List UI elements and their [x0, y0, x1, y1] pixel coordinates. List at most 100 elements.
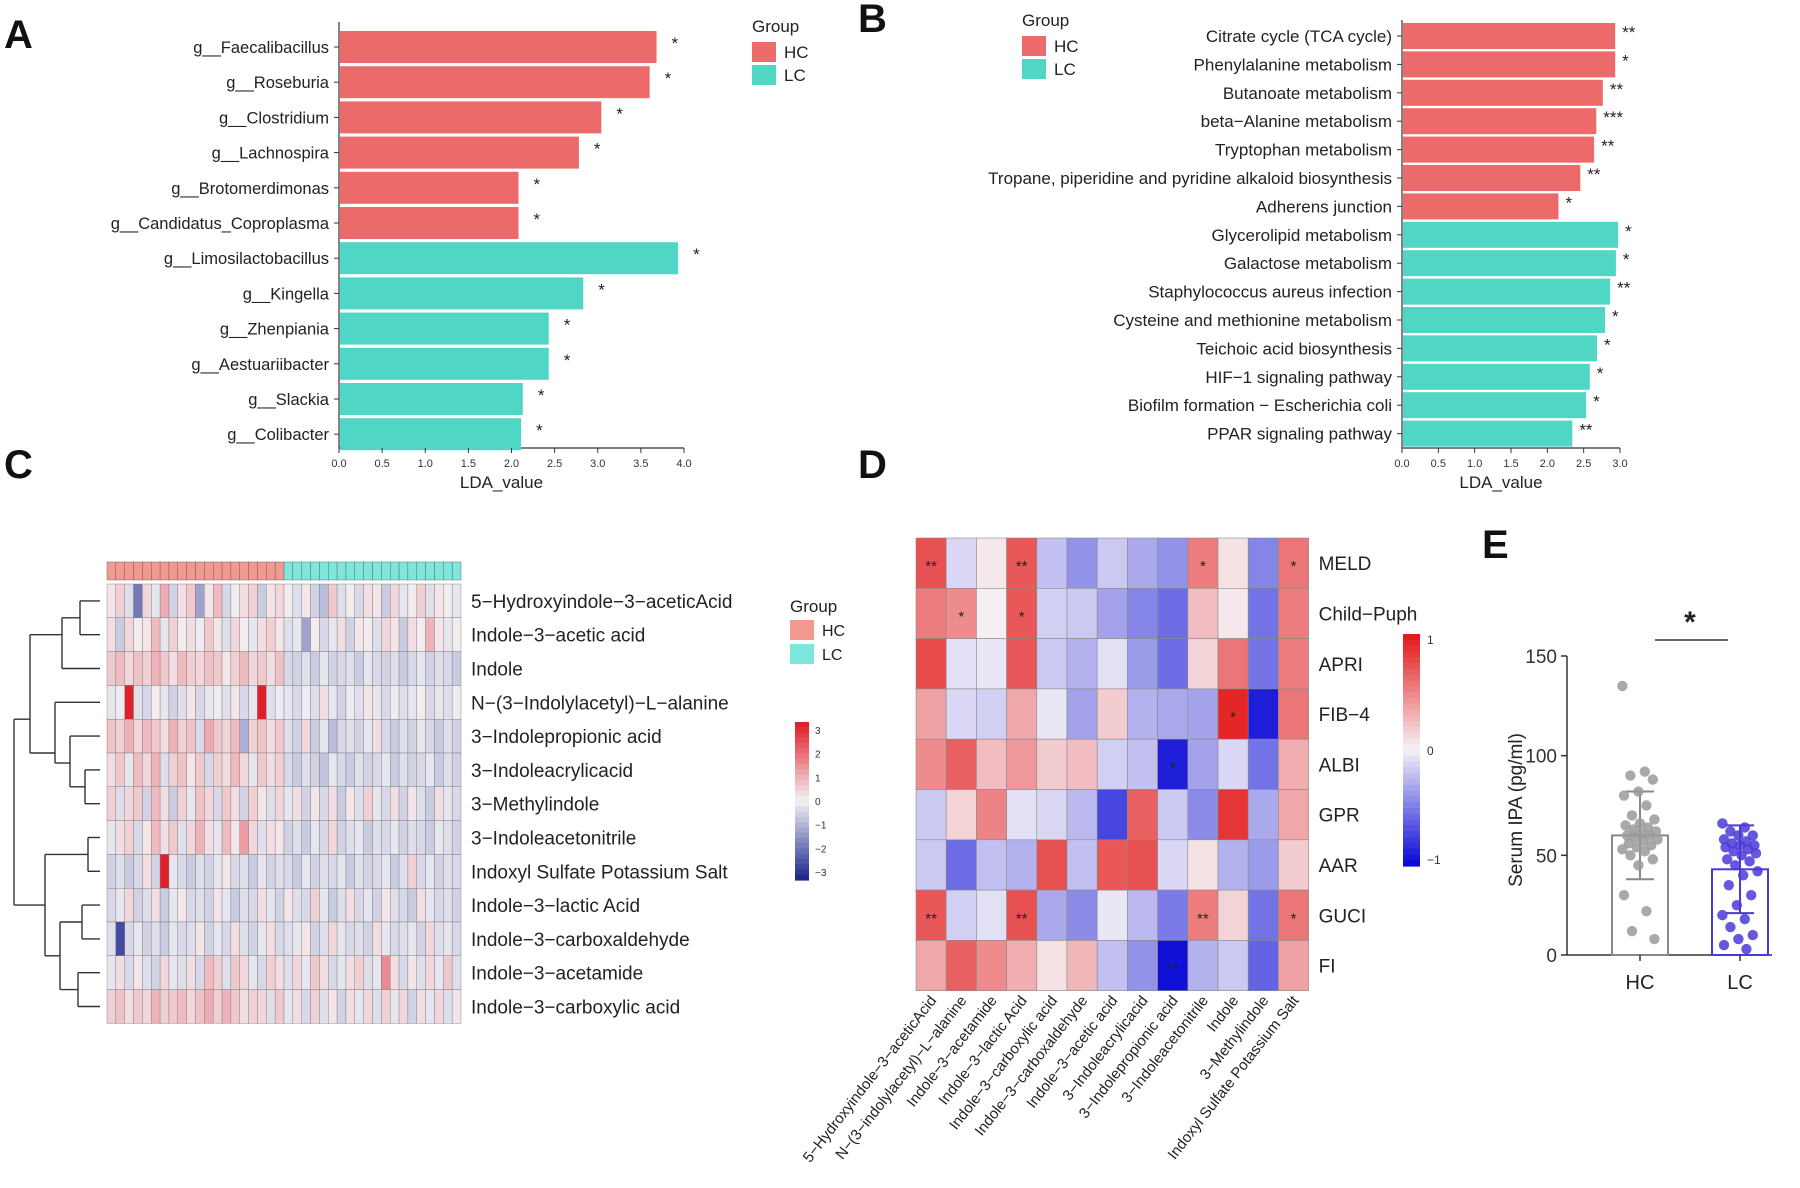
heatmap-cell [310, 820, 320, 855]
heatmap-cell [390, 583, 400, 618]
heatmap-cell [212, 752, 223, 787]
correlation-cell [1187, 839, 1219, 891]
group-annotation-cell [425, 561, 435, 581]
heatmap-cell [416, 617, 426, 652]
group-annotation-cell [283, 561, 294, 581]
heatmap-cell [301, 955, 311, 990]
heatmap-cell [159, 820, 170, 855]
group-annotation-cell [204, 561, 214, 581]
category-label: g__Lachnospira [212, 145, 330, 163]
heatmap-cell [390, 955, 400, 990]
significance-mark: * [665, 69, 672, 88]
heatmap-cell [319, 820, 329, 855]
colorbar-segment [795, 743, 809, 749]
category-label: g__Kingella [243, 285, 330, 303]
heatmap-cell [363, 854, 373, 889]
heatmap-cell [407, 583, 417, 618]
heatmap-cell [239, 921, 249, 956]
heatmap-cell [398, 786, 409, 821]
heatmap-cell [398, 888, 409, 923]
heatmap-cell [115, 651, 125, 686]
heatmap-cell [372, 820, 382, 855]
heatmap-cell [345, 752, 356, 787]
heatmap-cell [266, 820, 276, 855]
group-annotation-cell [443, 561, 453, 581]
heatmap-cell [212, 583, 223, 618]
category-label: Cysteine and methionine metabolism [1113, 311, 1392, 330]
heatmap-cell [133, 786, 143, 821]
colorbar-segment [795, 801, 809, 807]
heatmap-cell [106, 854, 117, 889]
heatmap-cell [328, 854, 338, 889]
heatmap-cell [292, 583, 302, 618]
heatmap-cell [257, 617, 267, 652]
heatmap-cell [266, 888, 276, 923]
heatmap-cell [230, 719, 240, 754]
data-point [1720, 842, 1731, 853]
heatmap-cell [124, 617, 134, 652]
heatmap-cell [212, 921, 223, 956]
heatmap-cell [248, 719, 258, 754]
heatmap-cell [363, 685, 373, 720]
correlation-cell [1036, 889, 1068, 941]
correlation-cell [1217, 537, 1249, 589]
heatmap-cell [451, 854, 462, 889]
correlation-cell [1187, 587, 1219, 639]
category-label: Teichoic acid biosynthesis [1196, 339, 1392, 358]
heatmap-cell [257, 888, 267, 923]
heatmap-cell [310, 989, 320, 1024]
data-point [1626, 810, 1638, 821]
heatmap-cell [195, 888, 205, 923]
heatmap-cell [230, 989, 240, 1024]
heatmap-cell [372, 617, 382, 652]
bar-lc [340, 347, 549, 380]
data-point [1641, 800, 1652, 811]
heatmap-cell [336, 786, 347, 821]
colorbar-segment [795, 837, 809, 844]
heatmap-cell [451, 685, 462, 720]
correlation-cell [1278, 587, 1309, 639]
colorbar-segment [795, 737, 809, 744]
heatmap-cell [124, 786, 134, 821]
correlation-cell [1157, 789, 1189, 841]
heatmap-cell [328, 752, 338, 787]
colorbar-segment [1403, 726, 1420, 734]
correlation-cell [945, 537, 977, 589]
heatmap-cell [425, 955, 435, 990]
group-annotation-cell [159, 561, 170, 581]
correlation-cell [1157, 839, 1189, 891]
panel-b: Citrate cycle (TCA cycle) **Phenylalanine… [988, 11, 1636, 492]
heatmap-cell [195, 617, 205, 652]
heatmap-cell [283, 617, 294, 652]
heatmap-cell [248, 989, 258, 1024]
colorbar-segment [795, 869, 809, 876]
heatmap-cell [363, 888, 373, 923]
heatmap-cell [204, 617, 214, 652]
colorbar-tick-label: 3 [815, 726, 821, 737]
colorbar-segment [1403, 744, 1420, 751]
heatmap-cell [204, 955, 214, 990]
row-label: ALBI [1319, 755, 1360, 776]
group-annotation-cell [416, 561, 426, 581]
group-annotation-cell [328, 561, 338, 581]
colorbar-segment [795, 764, 809, 770]
heatmap-cell [292, 752, 302, 787]
heatmap-cell [354, 921, 364, 956]
heatmap-cell [363, 955, 373, 990]
correlation-cell [1278, 537, 1309, 589]
heatmap-cell [212, 617, 223, 652]
colorbar-segment [1403, 686, 1420, 693]
correlation-cell [1006, 688, 1038, 740]
heatmap-cell [345, 651, 356, 686]
bar-hc [340, 66, 650, 99]
y-tick-label: 100 [1525, 747, 1557, 768]
x-tick-label: 3.0 [1612, 458, 1627, 470]
heatmap-cell [425, 752, 435, 787]
legend-swatch-hc [1022, 36, 1046, 56]
heatmap-cell [177, 820, 187, 855]
heatmap-cell [434, 854, 444, 889]
heatmap-cell [372, 719, 382, 754]
heatmap-cell [407, 921, 417, 956]
correlation-cell [1066, 587, 1098, 639]
heatmap-cell [381, 854, 391, 889]
